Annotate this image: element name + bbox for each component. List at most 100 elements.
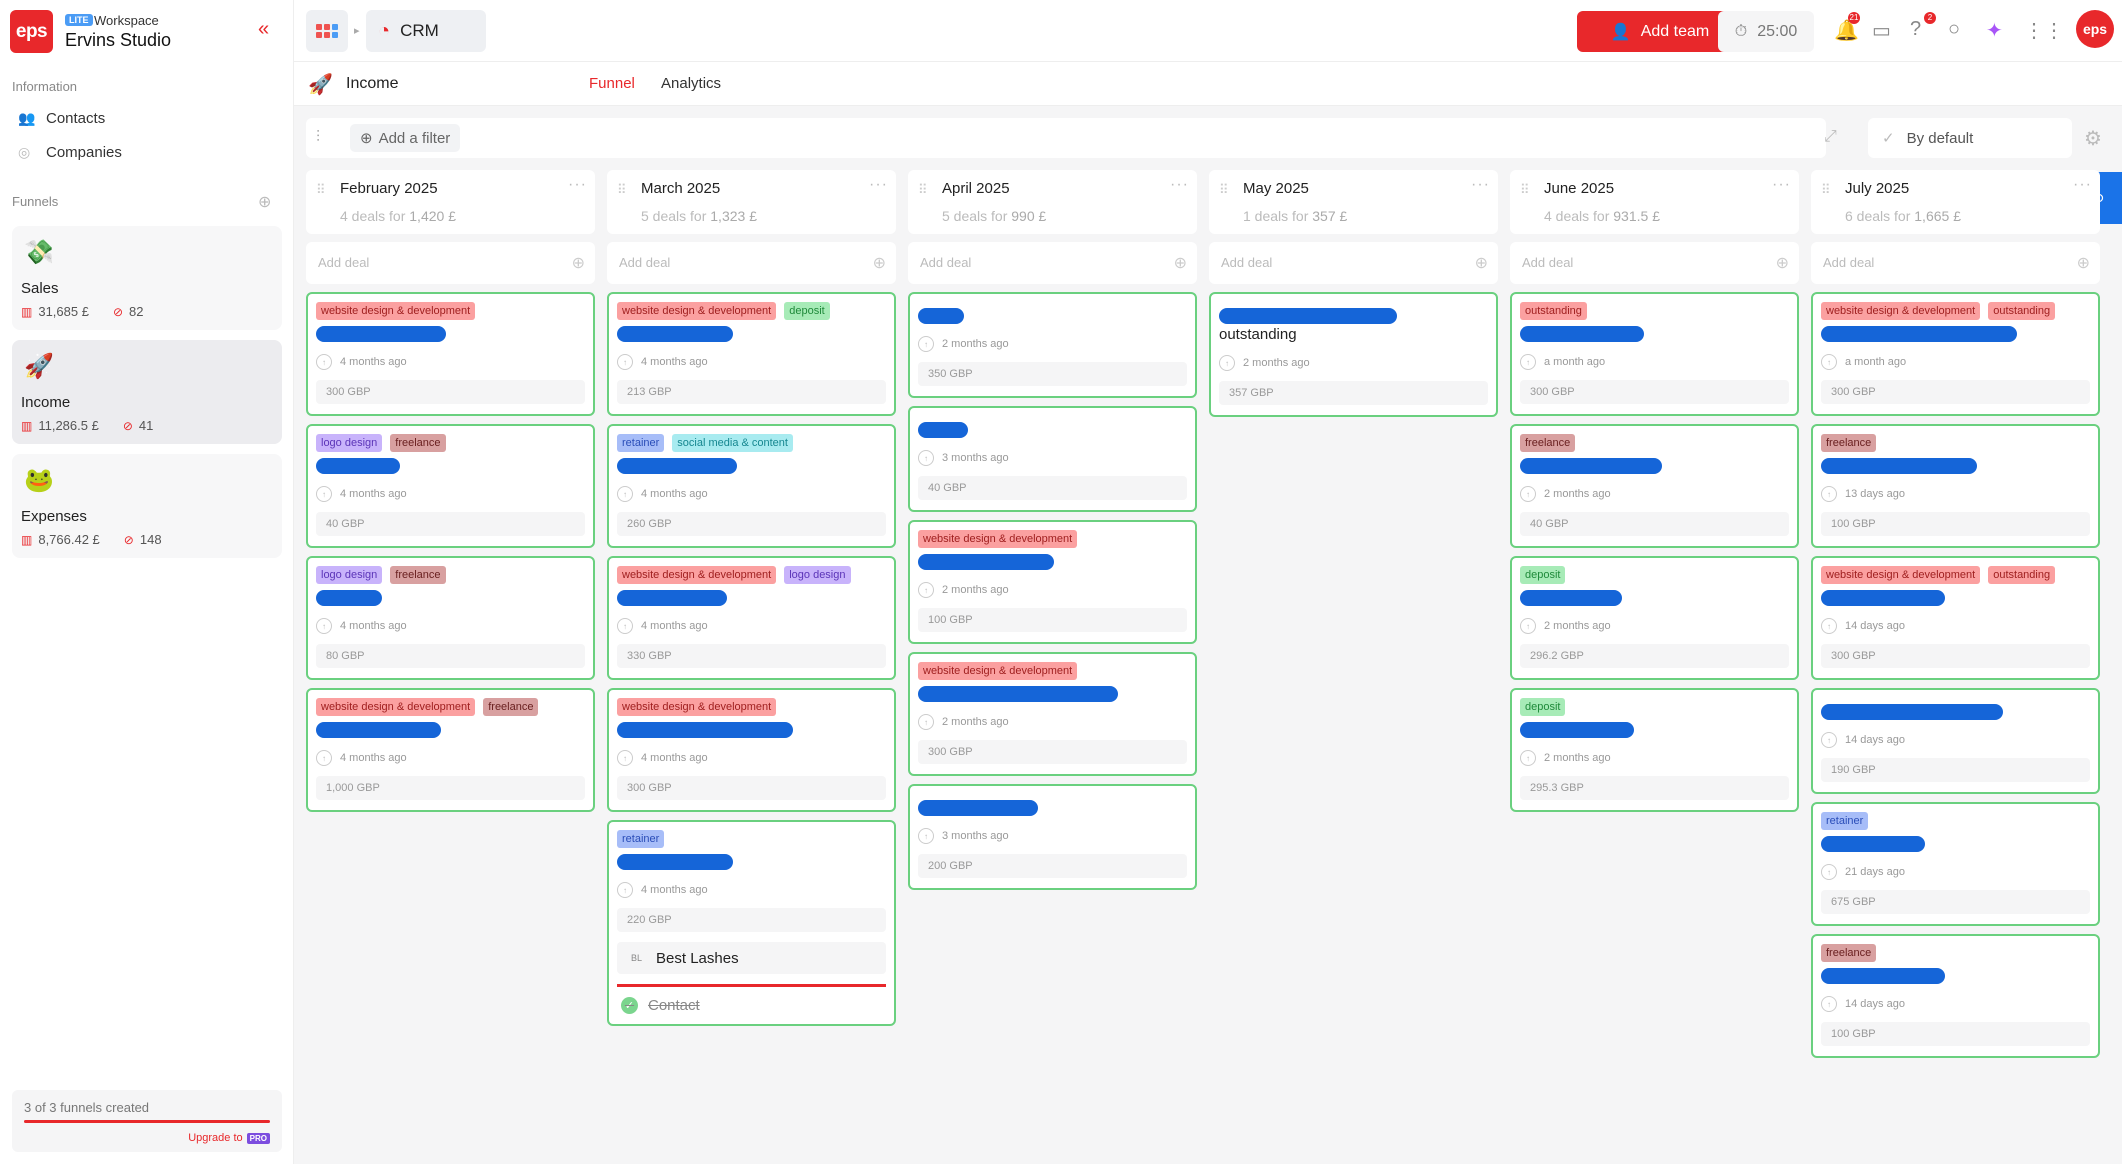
collapse-sidebar-icon[interactable]: « — [258, 18, 270, 40]
add-deal-plus-icon[interactable]: ⊕ — [2076, 255, 2090, 272]
deal-card[interactable]: outstanding ↑ a month ago 300 GBP — [1510, 292, 1799, 416]
deal-tags: logo design freelance — [316, 434, 585, 452]
expand-icon[interactable]: ⤢ — [1824, 128, 1837, 145]
deal-tags: website design & development deposit — [617, 302, 886, 320]
funnel-card-expenses[interactable]: 🐸 Expenses ▥ 8,766.42 £ ⊘ 148 — [12, 454, 282, 558]
deal-card[interactable]: logo design freelance ↑ 4 months ago 40 G… — [306, 424, 595, 548]
add-deal-input[interactable]: Add deal ⊕ — [306, 242, 595, 284]
add-deal-plus-icon[interactable]: ⊕ — [872, 255, 886, 272]
more-icon[interactable]: ··· — [568, 176, 587, 193]
deal-card[interactable]: retainer ↑ 21 days ago 675 GBP — [1811, 802, 2100, 926]
deal-card[interactable]: deposit ↑ 2 months ago 296.2 GBP — [1510, 556, 1799, 680]
deal-tags: website design & development logo design — [617, 566, 886, 584]
deal-card[interactable]: ↑ 14 days ago 190 GBP — [1811, 688, 2100, 794]
drag-handle-icon[interactable]: ⠿ — [1821, 182, 1830, 197]
add-deal-plus-icon[interactable]: ⊕ — [1775, 255, 1789, 272]
more-icon[interactable]: ··· — [1772, 176, 1791, 193]
apps-menu-icon[interactable]: ⋮⋮ — [2024, 20, 2064, 42]
deal-card[interactable]: website design & development ↑ 4 months … — [607, 688, 896, 812]
add-filter-button[interactable]: ⊕ Add a filter — [350, 124, 461, 152]
drag-handle-icon[interactable]: ⠿ — [1219, 182, 1228, 197]
tab-funnel[interactable]: Funnel — [589, 75, 635, 92]
ai-sparkle-icon[interactable]: ✦ — [1986, 20, 2003, 42]
deal-card[interactable]: retainer ↑ 4 months ago 220 GBP BL Best L… — [607, 820, 896, 1026]
funnel-card-income[interactable]: 🚀 Income ▥ 11,286.5 £ ⊘ 41 — [12, 340, 282, 444]
add-deal-input[interactable]: Add deal ⊕ — [607, 242, 896, 284]
column-title: April 2025 — [942, 180, 1010, 197]
deal-card[interactable]: ↑ 3 months ago 200 GBP — [908, 784, 1197, 890]
deal-meta: ↑ 4 months ago — [617, 354, 886, 370]
deal-card[interactable]: website design & development outstanding … — [1811, 292, 2100, 416]
deal-card[interactable]: retainer social media & content ↑ 4 month… — [607, 424, 896, 548]
deal-tag: freelance — [1821, 944, 1877, 962]
clock-icon: ↑ — [1520, 486, 1536, 502]
column-summary: 4 deals for 931.5 £ — [1544, 208, 1660, 224]
deal-card[interactable]: freelance ↑ 2 months ago 40 GBP — [1510, 424, 1799, 548]
deal-card[interactable]: website design & development logo design … — [607, 556, 896, 680]
deal-company[interactable]: BL Best Lashes — [617, 942, 886, 974]
deal-card[interactable]: outstanding ↑ 2 months ago 357 GBP — [1209, 292, 1498, 417]
crm-app-button[interactable]: ◔ CRM — [366, 10, 486, 52]
sidebar-item-companies[interactable]: ◎ Companies — [18, 144, 122, 161]
add-deal-plus-icon[interactable]: ⊕ — [1474, 255, 1488, 272]
deal-tags: website design & development outstanding — [1821, 566, 2090, 584]
sidebar-item-contacts[interactable]: 👥 Contacts — [18, 110, 105, 127]
notifications-bell-icon[interactable]: 🔔 — [1834, 20, 1859, 42]
funnel-card-sales[interactable]: 💸 Sales ▥ 31,685 £ ⊘ 82 — [12, 226, 282, 330]
folder-icon[interactable]: ▭ — [1872, 20, 1891, 42]
apps-grid-icon — [316, 24, 338, 38]
deal-card[interactable]: website design & development outstanding … — [1811, 556, 2100, 680]
clock-icon: ↑ — [1821, 618, 1837, 634]
deal-card[interactable]: website design & development ↑ 2 months … — [908, 652, 1197, 776]
board-settings-icon[interactable]: ⚙ — [2084, 128, 2102, 150]
drag-handle-icon[interactable]: ⠿ — [1520, 182, 1529, 197]
workspace-header[interactable]: eps LITE Workspace Ervins Studio « — [10, 10, 280, 56]
add-deal-plus-icon[interactable]: ⊕ — [1173, 255, 1187, 272]
deal-tag: deposit — [784, 302, 830, 320]
user-avatar[interactable]: eps — [2076, 10, 2114, 48]
add-team-label: Add team — [1640, 22, 1710, 40]
more-icon[interactable]: ··· — [1170, 176, 1189, 193]
deal-card[interactable]: deposit ↑ 2 months ago 295.3 GBP — [1510, 688, 1799, 812]
add-deal-input[interactable]: Add deal ⊕ — [908, 242, 1197, 284]
sort-select[interactable]: ✓ By default — [1868, 118, 2072, 158]
more-icon[interactable]: ··· — [1471, 176, 1490, 193]
deal-card[interactable]: freelance ↑ 14 days ago 100 GBP — [1811, 934, 2100, 1058]
pomodoro-timer[interactable]: ⏱ 25:00 — [1718, 11, 1814, 52]
add-deal-plus-icon[interactable]: ⊕ — [571, 255, 585, 272]
add-funnel-icon[interactable]: ⊕ — [258, 194, 272, 211]
deal-card[interactable]: website design & development ↑ 2 months … — [908, 520, 1197, 644]
tab-analytics[interactable]: Analytics — [661, 75, 722, 92]
add-team-button[interactable]: 👤 Add team — [1577, 11, 1743, 52]
drag-handle-icon[interactable]: ⠿ — [316, 182, 325, 197]
deal-card[interactable]: ↑ 2 months ago 350 GBP — [908, 292, 1197, 398]
add-deal-input[interactable]: Add deal ⊕ — [1510, 242, 1799, 284]
deal-card[interactable]: website design & development deposit ↑ 4 … — [607, 292, 896, 416]
help-icon[interactable]: ? — [1910, 18, 1922, 40]
deal-card[interactable]: website design & development freelance ↑ … — [306, 688, 595, 812]
deal-contact[interactable]: ✓ Contact — [617, 997, 886, 1014]
funnel-name: Expenses — [21, 508, 87, 525]
search-icon[interactable]: ○ — [1948, 18, 1961, 40]
drag-handle-icon[interactable]: ⠿ — [918, 182, 927, 197]
add-deal-input[interactable]: Add deal ⊕ — [1811, 242, 2100, 284]
column-header: ⠿ July 2025 ··· 6 deals for 1,665 £ — [1811, 170, 2100, 234]
deal-card[interactable]: website design & development ↑ 4 months … — [306, 292, 595, 416]
deal-meta: ↑ 2 months ago — [918, 582, 1187, 598]
apps-button[interactable] — [306, 10, 348, 52]
deal-card[interactable]: logo design freelance ↑ 4 months ago 80 G… — [306, 556, 595, 680]
deal-amount: 100 GBP — [918, 608, 1187, 632]
add-deal-input[interactable]: Add deal ⊕ — [1209, 242, 1498, 284]
sidebar-item-label: Companies — [46, 144, 122, 161]
upgrade-link[interactable]: Upgrade to PRO — [188, 1132, 270, 1144]
deal-tags: freelance — [1821, 434, 2090, 452]
drag-handle-icon[interactable]: ⠿ — [617, 182, 626, 197]
add-deal-placeholder: Add deal — [920, 255, 972, 270]
more-icon[interactable]: ··· — [869, 176, 888, 193]
redacted-title — [1219, 308, 1397, 324]
deal-card[interactable]: ↑ 3 months ago 40 GBP — [908, 406, 1197, 512]
deal-amount: 350 GBP — [918, 362, 1187, 386]
filter-settings-icon[interactable]: ⫶ — [316, 129, 321, 146]
more-icon[interactable]: ··· — [2073, 176, 2092, 193]
deal-card[interactable]: freelance ↑ 13 days ago 100 GBP — [1811, 424, 2100, 548]
